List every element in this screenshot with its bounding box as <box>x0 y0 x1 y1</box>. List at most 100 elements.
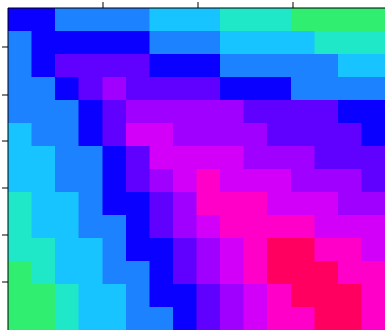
heatmap-cell <box>55 77 80 101</box>
heatmap-cell <box>102 169 127 193</box>
heatmap-cell <box>243 215 268 239</box>
heatmap-cell <box>337 192 363 216</box>
heatmap-cell <box>172 169 198 193</box>
heatmap-cell <box>196 215 221 239</box>
heatmap-cell <box>361 215 385 239</box>
heatmap-cell <box>55 215 80 239</box>
heatmap-cell <box>314 100 339 124</box>
heatmap-cell <box>361 192 385 216</box>
heatmap-cell <box>314 77 339 101</box>
heatmap-cell <box>125 100 150 124</box>
heatmap-cell <box>196 31 221 55</box>
heatmap-cell <box>337 100 363 124</box>
heatmap-cell <box>8 31 33 55</box>
heatmap-cell <box>31 146 56 170</box>
heatmap-cell <box>196 100 221 124</box>
heatmap-cell <box>55 192 80 216</box>
heatmap-cell <box>314 54 339 78</box>
heatmap-cell <box>290 8 315 32</box>
heatmap-cell <box>361 77 385 101</box>
heatmap-cell <box>55 307 80 330</box>
heatmap-cell <box>337 123 363 147</box>
heatmap-cell <box>102 284 127 308</box>
heatmap-cell <box>361 307 385 330</box>
heatmap-cell <box>31 261 56 285</box>
heatmap-cell <box>102 8 127 32</box>
heatmap-cell <box>243 8 268 32</box>
heatmap-cell <box>337 169 363 193</box>
heatmap-cell <box>196 54 221 78</box>
heatmap-cell <box>220 215 245 239</box>
heatmap-cell <box>149 284 174 308</box>
heatmap-cell <box>196 8 221 32</box>
heatmap-cell <box>337 284 363 308</box>
heatmap-cell <box>172 100 198 124</box>
heatmap-cell <box>149 100 174 124</box>
heatmap-cell <box>196 146 221 170</box>
heatmap-cell <box>196 192 221 216</box>
heatmap-cell <box>149 238 174 262</box>
heatmap-cell <box>337 8 363 32</box>
heatmap-cell <box>8 192 33 216</box>
heatmap-cell <box>267 215 292 239</box>
heatmap-cell <box>8 238 33 262</box>
heatmap-cell <box>243 192 268 216</box>
heatmap-cell <box>31 169 56 193</box>
heatmap-cell <box>125 31 150 55</box>
heatmap-cell <box>361 146 385 170</box>
heatmap-cell <box>337 146 363 170</box>
heatmap-cell <box>290 215 315 239</box>
heatmap-cell <box>78 238 103 262</box>
heatmap-cell <box>267 8 292 32</box>
heatmap-cell <box>243 54 268 78</box>
heatmap-cell <box>102 238 127 262</box>
heatmap-cell <box>267 261 292 285</box>
heatmap-cell <box>8 8 33 32</box>
heatmap-cell <box>196 77 221 101</box>
heatmap-cell <box>78 8 103 32</box>
heatmap-cell <box>290 31 315 55</box>
heatmap-cell <box>31 192 56 216</box>
heatmap-cell <box>55 54 80 78</box>
heatmap-cell <box>102 123 127 147</box>
heatmap-cell <box>314 284 339 308</box>
heatmap-cell <box>78 123 103 147</box>
heatmap-cell <box>172 31 198 55</box>
heatmap-cell <box>102 100 127 124</box>
heatmap-cell <box>290 261 315 285</box>
heatmap-cell <box>267 238 292 262</box>
heatmap-cell <box>55 100 80 124</box>
heatmap-cell <box>149 215 174 239</box>
heatmap-cell <box>290 146 315 170</box>
heatmap-cell <box>55 123 80 147</box>
heatmap-cell <box>220 54 245 78</box>
heatmap-cell <box>314 146 339 170</box>
heatmap-cell <box>31 77 56 101</box>
heatmap-cell <box>337 307 363 330</box>
heatmap-cell <box>267 169 292 193</box>
heatmap-cell <box>361 31 385 55</box>
heatmap-cell <box>314 8 339 32</box>
heatmap-cell <box>220 77 245 101</box>
heatmap-cell <box>125 284 150 308</box>
heatmap-cell <box>149 307 174 330</box>
heatmap-cell <box>78 261 103 285</box>
heatmap-cell <box>125 77 150 101</box>
heatmap-cell <box>361 8 385 32</box>
heatmap-cell <box>31 284 56 308</box>
heatmap-cell <box>102 146 127 170</box>
heatmap-cell <box>337 31 363 55</box>
heatmap-cell <box>337 215 363 239</box>
heatmap-cell <box>78 31 103 55</box>
heatmap-cell <box>102 77 127 101</box>
heatmap-cell <box>196 123 221 147</box>
heatmap-cell <box>267 284 292 308</box>
heatmap-cell <box>314 31 339 55</box>
heatmap-cell <box>125 215 150 239</box>
heatmap-cell <box>196 169 221 193</box>
heatmap-cell <box>172 307 198 330</box>
heatmap-cell <box>125 238 150 262</box>
heatmap-cell <box>220 31 245 55</box>
heatmap-cell <box>290 169 315 193</box>
